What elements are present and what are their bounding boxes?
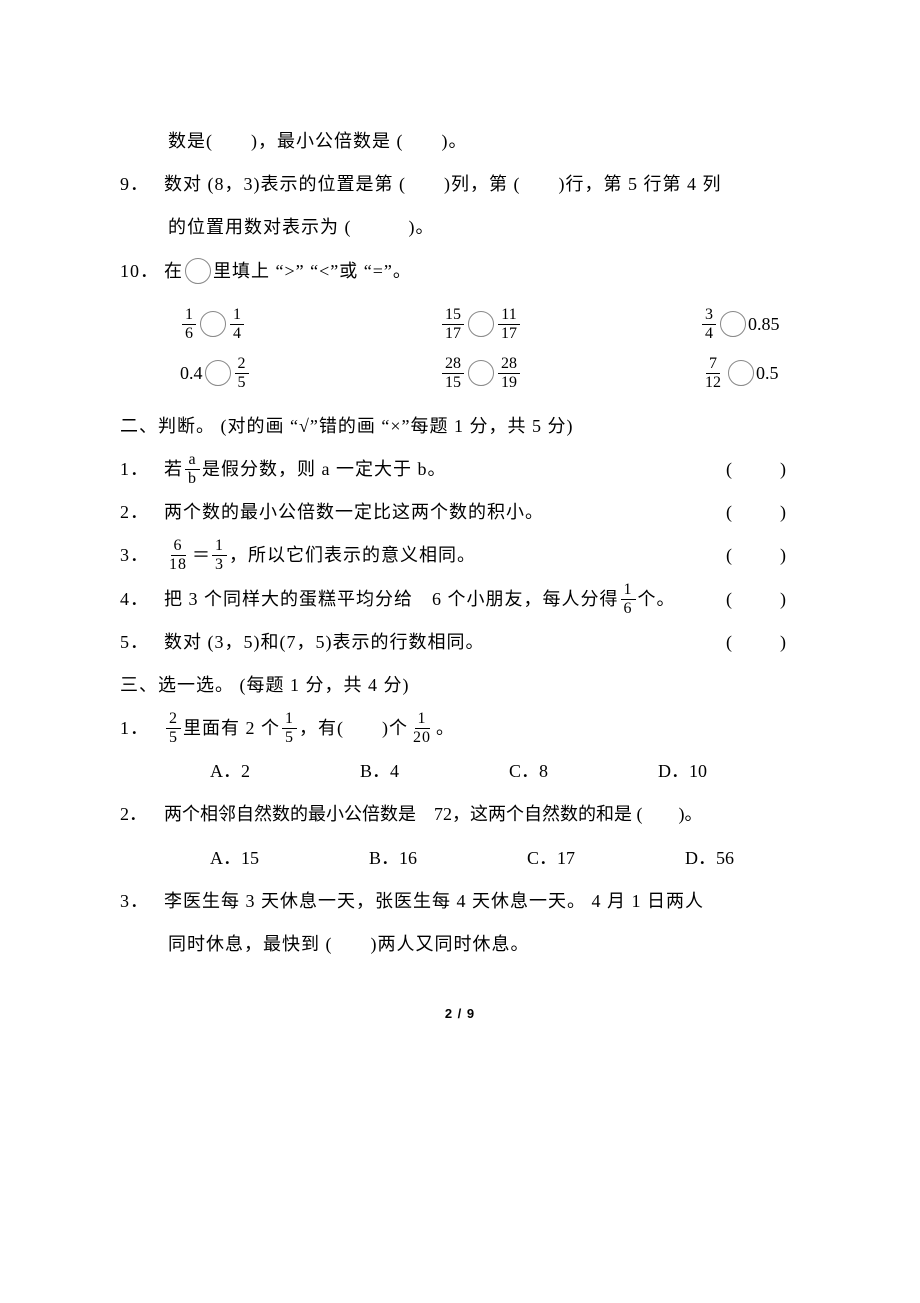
- j1-a: 若: [164, 448, 183, 491]
- choice-1-options: A．2 B．4 C．8 D．10: [120, 750, 800, 793]
- c1-number: 1．: [120, 707, 164, 750]
- choice-3-line1: 3． 李医生每 3 天休息一天，张医生每 4 天休息一天。 4 月 1 日两人: [120, 880, 800, 923]
- fraction: 712: [702, 356, 724, 391]
- page-number-text: 2 / 9: [445, 1006, 475, 1021]
- option-d[interactable]: D．56: [685, 837, 734, 880]
- option-c[interactable]: C．17: [527, 837, 575, 880]
- cmp-2-3: 712 0.5: [700, 356, 840, 391]
- c2-text: 两个相邻自然数的最小公倍数是 72，这两个自然数的和是 ( )。: [164, 793, 703, 836]
- c1-a: 里面有 2 个: [183, 707, 280, 750]
- judge-2: 2． 两个数的最小公倍数一定比这两个数的积小。 ( ): [120, 491, 800, 534]
- compare-row-2: 0.4 25 2815 2819 712 0.5: [120, 356, 800, 391]
- j2-text: 两个数的最小公倍数一定比这两个数的积小。: [164, 491, 544, 534]
- fraction: ab: [185, 452, 200, 487]
- decimal: 0.85: [748, 314, 780, 335]
- section-2-heading: 二、判断。 (对的画 “√”错的画 “×”每题 1 分，共 5 分): [120, 405, 800, 448]
- option-b[interactable]: B．16: [369, 837, 417, 880]
- choice-2: 2． 两个相邻自然数的最小公倍数是 72，这两个自然数的和是 ( )。: [120, 793, 800, 836]
- cmp-2-2: 2815 2819: [440, 356, 580, 391]
- q8-text: 数是( )，最小公倍数是 ( )。: [168, 120, 467, 163]
- c3-text2: 同时休息，最快到 ( )两人又同时休息。: [168, 923, 530, 966]
- option-d[interactable]: D．10: [658, 750, 707, 793]
- judge-1: 1． 若 ab 是假分数，则 a 一定大于 b。 ( ): [120, 448, 800, 491]
- option-a[interactable]: A．15: [210, 837, 259, 880]
- circle-icon[interactable]: [200, 311, 226, 337]
- answer-paren[interactable]: ( ): [726, 448, 800, 491]
- j3-b: ，所以它们表示的意义相同。: [229, 534, 476, 577]
- j4-b: 个。: [638, 578, 676, 621]
- cmp-2-1: 0.4 25: [180, 356, 320, 391]
- fraction: 1517: [442, 307, 464, 342]
- cmp-1-2: 1517 1117: [440, 307, 580, 342]
- fraction: 25: [235, 356, 249, 391]
- q9-line1: 9． 数对 (8，3)表示的位置是第 ( )列，第 ( )行，第 5 行第 4 …: [120, 163, 800, 206]
- circle-icon[interactable]: [205, 360, 231, 386]
- j2-number: 2．: [120, 491, 164, 534]
- answer-paren[interactable]: ( ): [726, 621, 800, 664]
- option-a[interactable]: A．2: [210, 750, 250, 793]
- j3-number: 3．: [120, 534, 164, 577]
- judge-5: 5． 数对 (3，5)和(7，5)表示的行数相同。 ( ): [120, 621, 800, 664]
- choice-3-line2: 同时休息，最快到 ( )两人又同时休息。: [120, 923, 800, 966]
- j1-b: 是假分数，则 a 一定大于 b。: [202, 448, 447, 491]
- circle-icon[interactable]: [728, 360, 754, 386]
- j4-a: 把 3 个同样大的蛋糕平均分给 6 个小朋友，每人分得: [164, 578, 619, 621]
- fraction: 2819: [498, 356, 520, 391]
- judge-4: 4． 把 3 个同样大的蛋糕平均分给 6 个小朋友，每人分得 16 个。 ( ): [120, 578, 800, 621]
- answer-paren[interactable]: ( ): [726, 578, 800, 621]
- c2-number: 2．: [120, 793, 164, 836]
- decimal: 0.4: [180, 363, 203, 384]
- fraction: 34: [702, 307, 716, 342]
- circle-icon[interactable]: [720, 311, 746, 337]
- page-number: 2 / 9: [120, 1006, 800, 1021]
- option-b[interactable]: B．4: [360, 750, 399, 793]
- q9-text1: 数对 (8，3)表示的位置是第 ( )列，第 ( )行，第 5 行第 4 列: [164, 163, 721, 206]
- q9-text2: 的位置用数对表示为 ( )。: [168, 206, 435, 249]
- circle-icon[interactable]: [468, 311, 494, 337]
- q9-line2: 的位置用数对表示为 ( )。: [120, 206, 800, 249]
- c3-number: 3．: [120, 880, 164, 923]
- q10-text-b: 里填上 “>” “<”或 “=”。: [213, 250, 412, 293]
- fraction: 16: [182, 307, 196, 342]
- q10-stem: 10． 在 里填上 “>” “<”或 “=”。: [120, 250, 800, 293]
- q10-text-a: 在: [164, 250, 183, 293]
- cmp-1-3: 34 0.85: [700, 307, 840, 342]
- decimal: 0.5: [756, 363, 779, 384]
- section-3-heading: 三、选一选。 (每题 1 分，共 4 分): [120, 664, 800, 707]
- q9-number: 9．: [120, 163, 164, 206]
- c3-text1: 李医生每 3 天休息一天，张医生每 4 天休息一天。 4 月 1 日两人: [164, 880, 704, 923]
- fraction: 14: [230, 307, 244, 342]
- answer-paren[interactable]: ( ): [726, 491, 800, 534]
- circle-icon[interactable]: [468, 360, 494, 386]
- c1-c: 。: [436, 707, 455, 750]
- choice-2-options: A．15 B．16 C．17 D．56: [120, 837, 800, 880]
- fraction: 16: [621, 582, 636, 617]
- fraction: 15: [282, 711, 297, 746]
- j5-number: 5．: [120, 621, 164, 664]
- answer-paren[interactable]: ( ): [726, 534, 800, 577]
- cmp-1-1: 16 14: [180, 307, 320, 342]
- judge-3: 3． 618 ＝ 13 ，所以它们表示的意义相同。 ( ): [120, 534, 800, 577]
- circle-icon: [185, 258, 211, 284]
- equals: ＝: [192, 534, 210, 577]
- j4-number: 4．: [120, 578, 164, 621]
- j1-number: 1．: [120, 448, 164, 491]
- q8-continuation: 数是( )，最小公倍数是 ( )。: [120, 120, 800, 163]
- fraction: 2815: [442, 356, 464, 391]
- fraction: 618: [166, 538, 190, 573]
- fraction: 25: [166, 711, 181, 746]
- c1-b: ，有( )个: [299, 707, 408, 750]
- option-c[interactable]: C．8: [509, 750, 548, 793]
- choice-1: 1． 25 里面有 2 个 15 ，有( )个 120 。: [120, 707, 800, 750]
- j5-text: 数对 (3，5)和(7，5)表示的行数相同。: [164, 621, 484, 664]
- fraction: 13: [212, 538, 227, 573]
- fraction: 1117: [498, 307, 520, 342]
- q10-number: 10．: [120, 250, 164, 293]
- fraction: 120: [410, 711, 434, 746]
- compare-row-1: 16 14 1517 1117 34 0.85: [120, 307, 800, 342]
